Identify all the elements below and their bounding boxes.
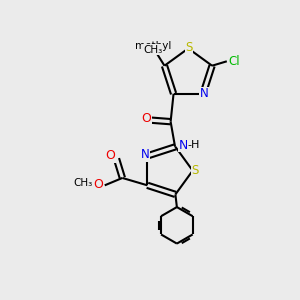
- Text: O: O: [105, 149, 115, 162]
- Text: methyl: methyl: [134, 41, 171, 51]
- Text: Cl: Cl: [228, 55, 240, 68]
- Text: O: O: [141, 112, 151, 125]
- Text: N: N: [178, 139, 188, 152]
- Text: S: S: [191, 164, 199, 177]
- Text: O: O: [93, 178, 103, 191]
- Text: S: S: [185, 41, 193, 54]
- Text: -H: -H: [187, 140, 200, 150]
- Text: CH₃: CH₃: [73, 178, 92, 188]
- Text: N: N: [200, 87, 209, 100]
- Text: N: N: [141, 148, 149, 161]
- Text: methyl: methyl: [153, 45, 158, 46]
- Text: CH₃: CH₃: [144, 44, 163, 55]
